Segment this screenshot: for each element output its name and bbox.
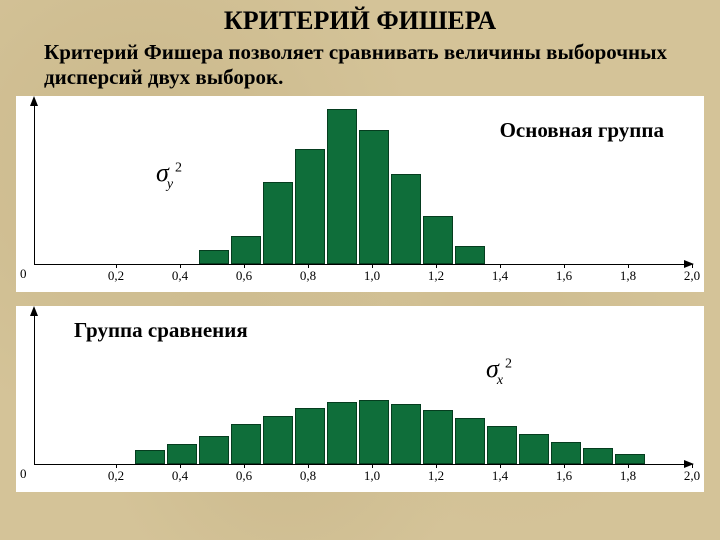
histogram-bar xyxy=(327,402,357,464)
x-tick-label: 0,8 xyxy=(300,468,316,484)
x-tick-label: 1,8 xyxy=(620,468,636,484)
histogram-bar xyxy=(423,216,453,264)
x-tick-label: 0,2 xyxy=(108,268,124,284)
x-tick-label: 0,6 xyxy=(236,268,252,284)
histogram-bar xyxy=(487,426,517,464)
histogram-bar xyxy=(295,149,325,264)
histogram-bar xyxy=(295,408,325,464)
histogram-bar xyxy=(455,246,485,264)
x-tick-label: 1,6 xyxy=(556,268,572,284)
histogram-bar xyxy=(263,416,293,464)
histogram-bar xyxy=(263,182,293,264)
x-tick-label: 1,4 xyxy=(492,268,508,284)
x-tick-label: 1,2 xyxy=(428,468,444,484)
chart-comparison-group: 0 0,2 0,4 0,6 0,8 1,0 1,2 1,4 1,6 1,8 2,0 Группа ср… xyxy=(16,306,704,492)
chart-label: Группа сравнения xyxy=(74,318,248,343)
x-tick-label: 2,0 xyxy=(684,268,700,284)
histogram-bar xyxy=(423,410,453,464)
histogram-bar xyxy=(359,400,389,464)
histogram-bar xyxy=(359,130,389,264)
chart-label: Основная группа xyxy=(500,118,664,143)
x-axis xyxy=(34,464,684,465)
histogram-bar xyxy=(231,424,261,464)
histogram-bar xyxy=(551,442,581,464)
x-tick-label: 1,0 xyxy=(364,468,380,484)
x-tick-label: 0,2 xyxy=(108,468,124,484)
histogram-bar xyxy=(135,450,165,464)
chart-main-group: 0 0,2 0,4 0,6 0,8 1,0 1,2 1,4 1,6 1,8 2,0 Основная … xyxy=(16,96,704,292)
origin-label: 0 xyxy=(20,466,27,482)
x-tick-label: 1,4 xyxy=(492,468,508,484)
page-subtitle: Критерий Фишера позволяет сравнивать вел… xyxy=(0,36,720,96)
x-tick-label: 1,2 xyxy=(428,268,444,284)
histogram-bar xyxy=(167,444,197,464)
histogram-bar xyxy=(391,174,421,264)
histogram-bar xyxy=(231,236,261,264)
histogram-bar xyxy=(583,448,613,464)
histogram-bar xyxy=(199,250,229,264)
x-axis xyxy=(34,264,684,265)
histogram-bar xyxy=(519,434,549,464)
histogram-bar xyxy=(615,454,645,464)
x-tick-label: 1,6 xyxy=(556,468,572,484)
histogram-bar xyxy=(391,404,421,464)
page-title: КРИТЕРИЙ ФИШЕРА xyxy=(0,0,720,36)
histogram-bar xyxy=(455,418,485,464)
x-tick-label: 2,0 xyxy=(684,468,700,484)
sigma-symbol: σy2 xyxy=(156,158,182,192)
x-tick-label: 0,8 xyxy=(300,268,316,284)
x-tick-label: 0,4 xyxy=(172,468,188,484)
histogram-bar xyxy=(199,436,229,464)
origin-label: 0 xyxy=(20,266,27,282)
sigma-symbol: σx2 xyxy=(486,354,512,388)
x-tick-label: 0,6 xyxy=(236,468,252,484)
x-tick-label: 1,0 xyxy=(364,268,380,284)
histogram-bar xyxy=(327,109,357,264)
x-tick-label: 1,8 xyxy=(620,268,636,284)
x-tick-label: 0,4 xyxy=(172,268,188,284)
